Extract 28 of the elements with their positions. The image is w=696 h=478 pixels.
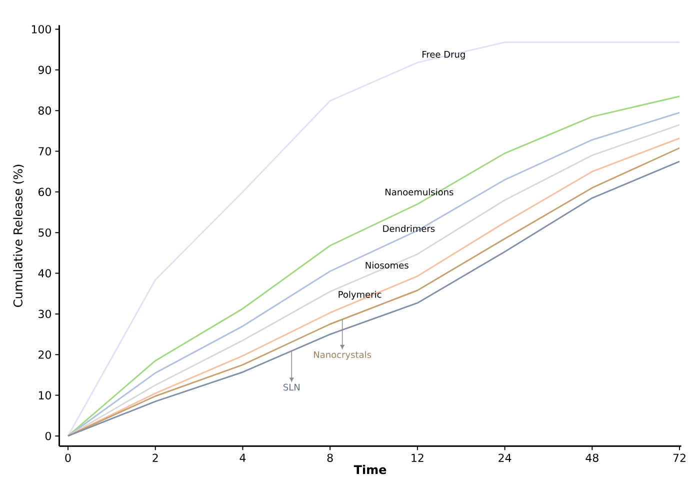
y-tick-label: 100 [32,25,51,34]
series-label: Nanocrystals [314,351,372,360]
y-tick-label: 90 [38,66,51,74]
series-label: Nanoemulsions [386,188,454,196]
x-tick-label: 2 [152,454,158,462]
series-label: Free Drug [422,51,465,60]
x-tick-label: 72 [673,454,686,462]
x-tick-label: 4 [240,454,246,462]
text: SLN [284,384,300,391]
y-tick-label: 40 [38,269,51,278]
y-tick-label: 70 [38,147,51,156]
x-tick-label: 8 [327,454,333,462]
x-axis-title: Time [354,464,386,474]
y-tick-label: 0 [45,432,51,440]
x-tick-label: 12 [412,454,424,462]
series-label: Polymeric [338,290,382,300]
x-tick-label: 24 [498,454,512,462]
y-tick-label: 50 [38,228,51,237]
series-label: Dendrimers [383,225,435,232]
x-tick-label: 48 [586,454,598,462]
y-tick-label: 10 [38,391,51,400]
series-label: Niosomes [366,262,408,269]
y-tick-label: 80 [38,106,51,115]
x-tick-label: 0 [65,454,71,462]
y-tick-label: 20 [38,350,51,359]
y-tick-label: 30 [38,310,51,318]
y-tick-label: 60 [38,188,51,196]
y-axis-title: Cumulative Release (%) [13,164,24,307]
